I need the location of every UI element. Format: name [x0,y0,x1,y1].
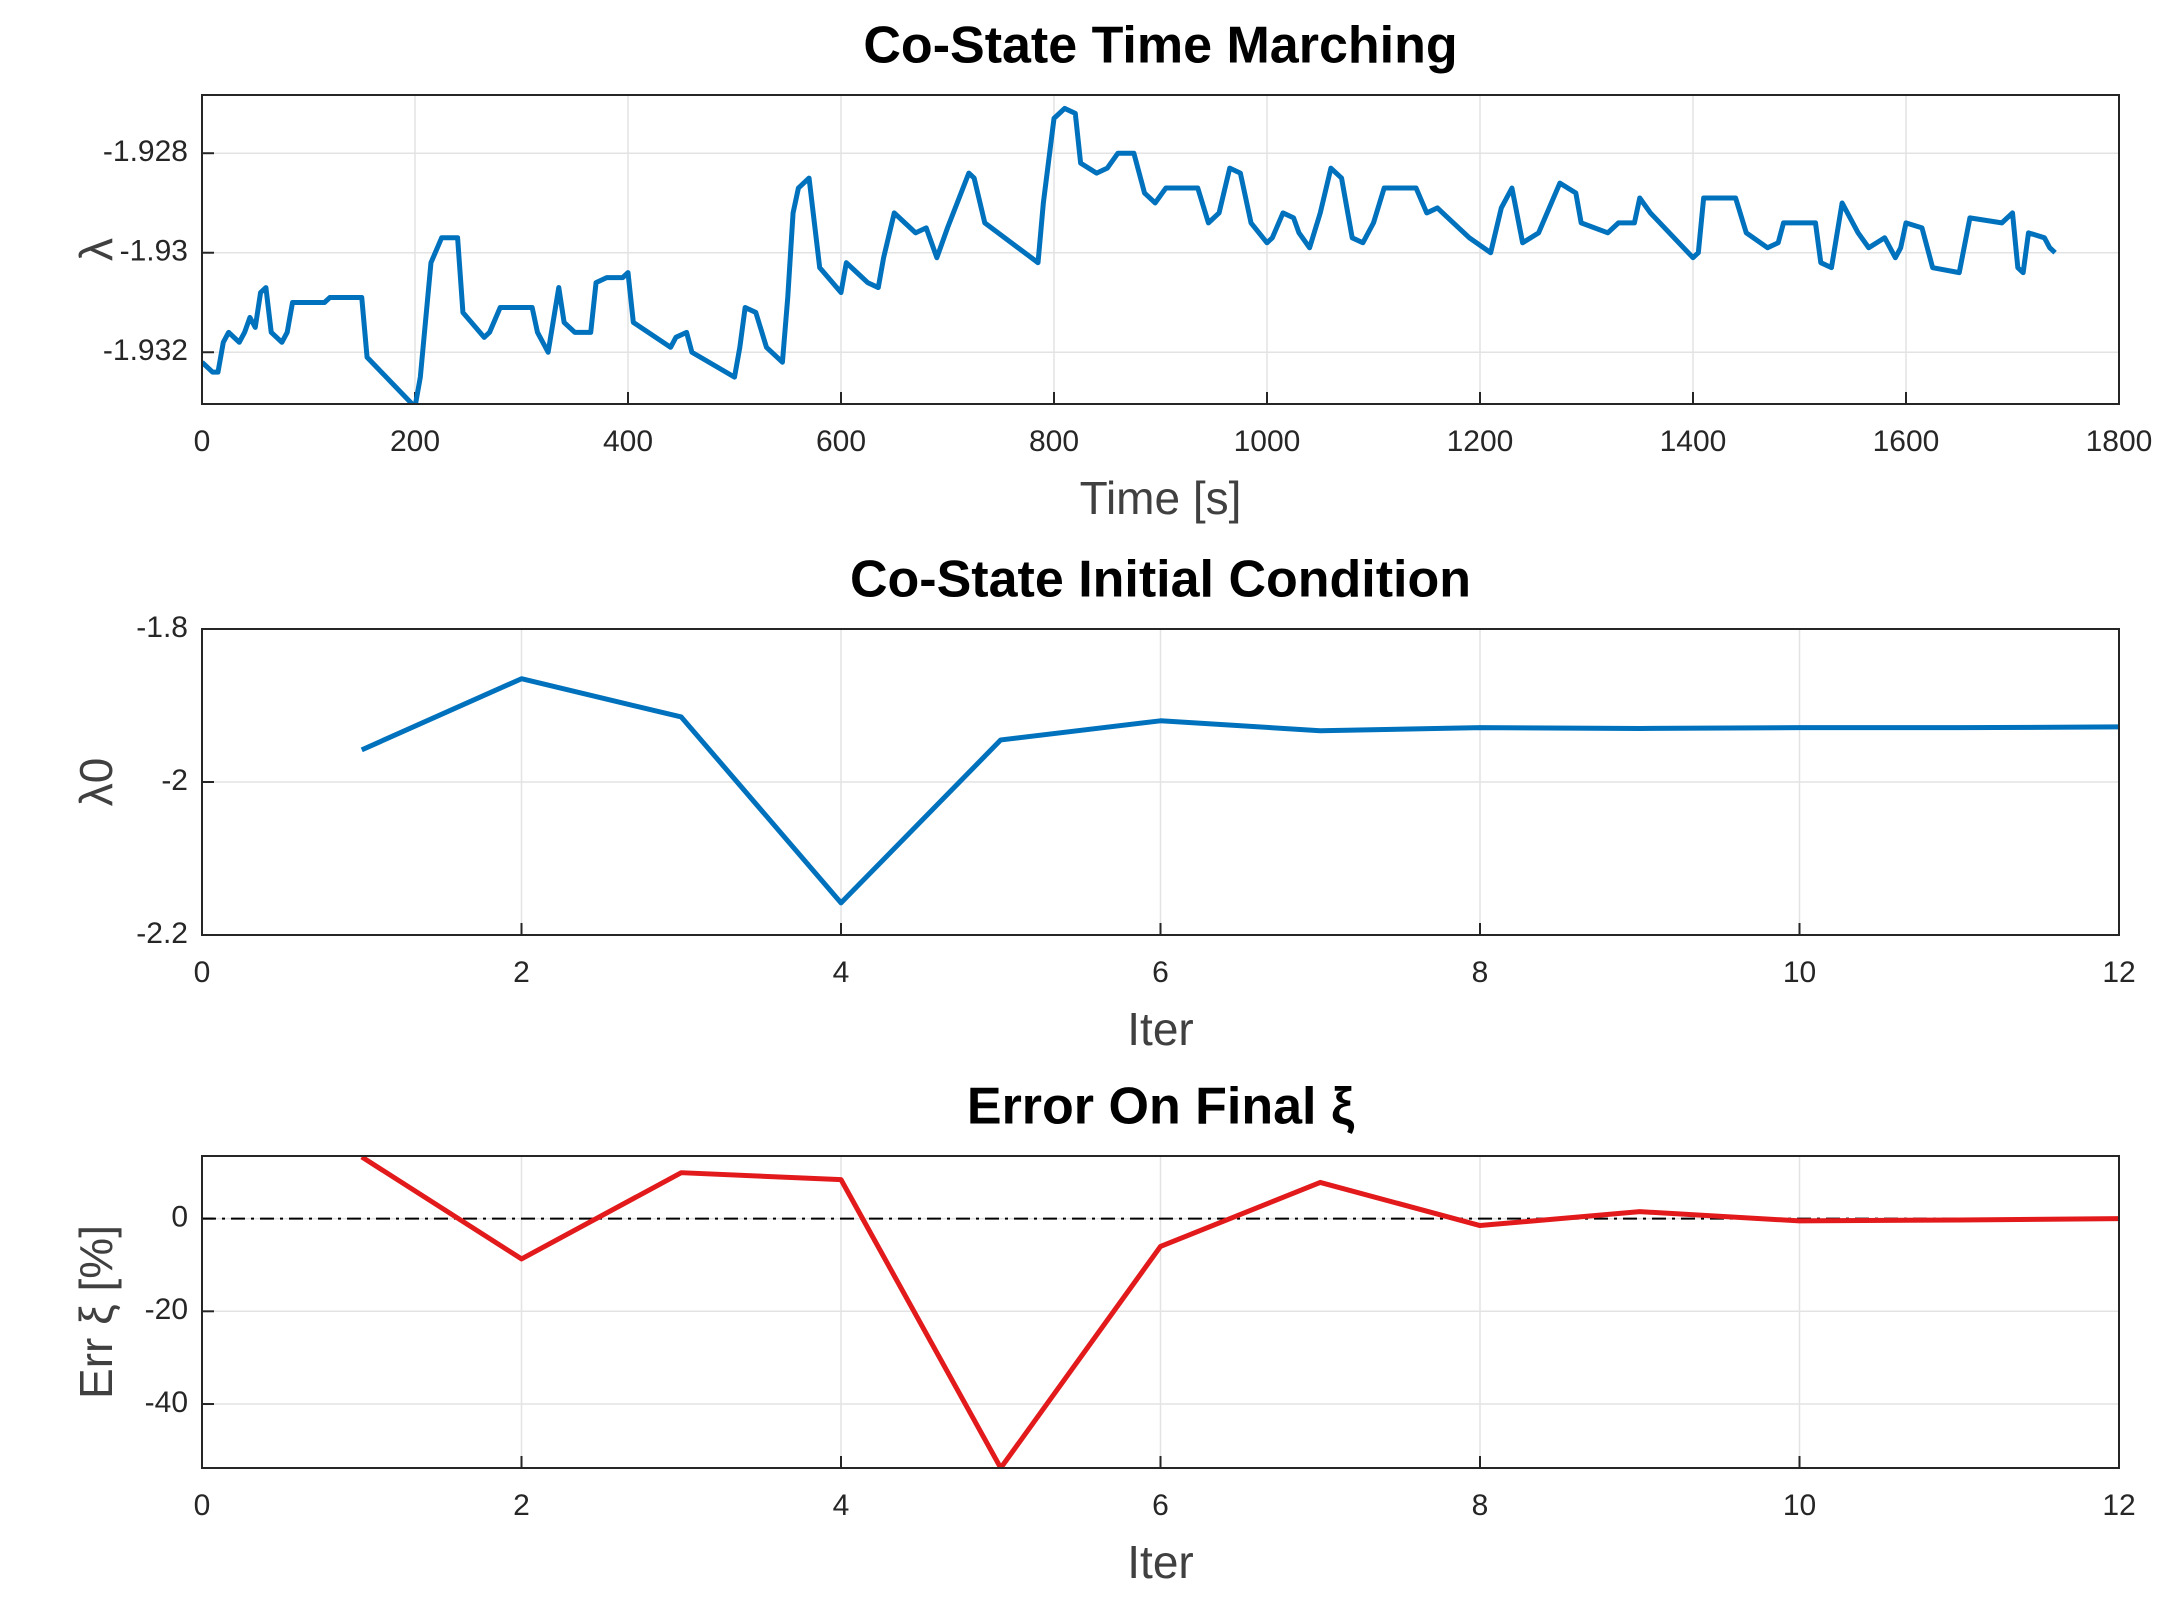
chart-title: Co-State Initial Condition [850,551,1471,609]
x-tick-label: 1400 [1660,425,1727,458]
plot-frame [201,628,2120,936]
x-tick-label: 10 [1783,956,1816,989]
x-tick-label: 800 [1029,425,1079,458]
x-tick-label: 0 [194,956,211,989]
y-tick-label: -1.8 [136,611,188,644]
data-line [360,1156,2119,1468]
x-tick-label: 0 [194,1489,211,1522]
x-tick-label: 1000 [1234,425,1301,458]
x-tick-label: 200 [390,425,440,458]
x-axis-label: Time [s] [1080,472,1242,524]
x-tick-label: 12 [2102,1489,2135,1522]
y-tick-label: -40 [145,1386,188,1419]
x-tick-label: 6 [1152,956,1169,989]
x-tick-label: 2 [513,1489,530,1522]
x-tick-label: 600 [816,425,866,458]
x-tick-label: 2 [513,956,530,989]
y-tick-label: -20 [145,1293,188,1326]
x-tick-label: 8 [1472,956,1489,989]
x-tick-label: 1600 [1873,425,1940,458]
x-tick-label: 1200 [1447,425,1514,458]
x-tick-label: 10 [1783,1489,1816,1522]
data-line [202,105,2057,404]
y-axis-label: λ [70,238,122,261]
data-line [360,676,2119,906]
x-tick-label: 400 [603,425,653,458]
y-tick-label: -1.93 [120,235,188,268]
x-tick-label: 1800 [2086,425,2153,458]
y-tick-label: -1.928 [103,135,188,168]
y-axis-label: λ0 [70,758,122,807]
x-tick-label: 12 [2102,956,2135,989]
x-tick-label: 8 [1472,1489,1489,1522]
y-axis-label: Err ξ [%] [70,1225,122,1399]
chart-title: Co-State Time Marching [863,17,1457,75]
x-tick-label: 0 [194,425,211,458]
chart-title: Error On Final ξ [967,1078,1355,1136]
x-tick-label: 6 [1152,1489,1169,1522]
x-tick-label: 4 [833,1489,850,1522]
y-tick-label: 0 [171,1201,188,1234]
x-axis-label: Iter [1127,1003,1193,1055]
y-tick-label: -2 [161,764,188,797]
y-tick-label: -2.2 [136,917,188,950]
x-axis-label: Iter [1127,1536,1193,1588]
plot-frame [201,94,2120,405]
plot-frame [201,1155,2120,1469]
x-tick-label: 4 [833,956,850,989]
y-tick-label: -1.932 [103,334,188,367]
